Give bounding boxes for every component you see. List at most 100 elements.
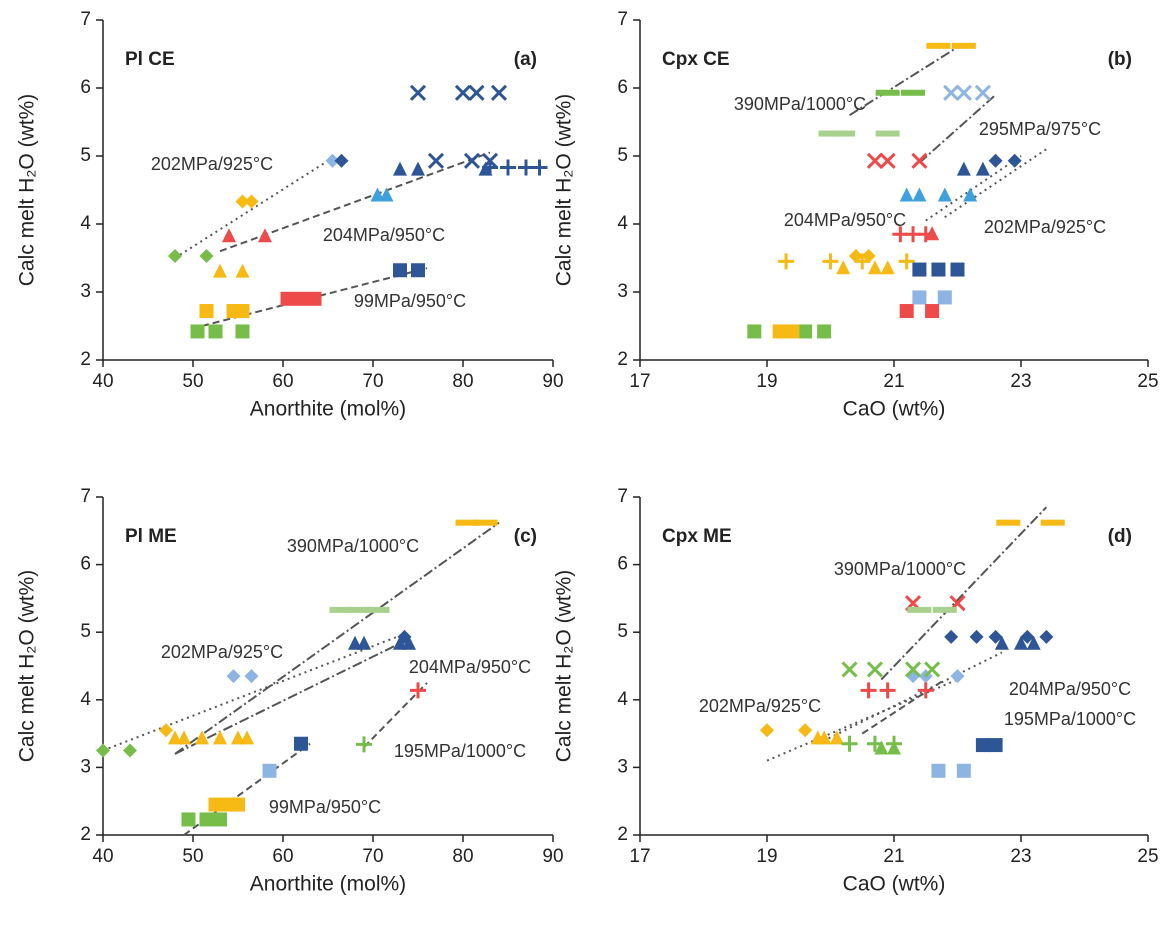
plus-point: [822, 253, 839, 270]
square-point: [925, 304, 940, 319]
x-point: [955, 84, 972, 101]
x-tick-label: 25: [1137, 371, 1158, 392]
square-point: [950, 262, 965, 277]
triangle-point: [177, 730, 191, 745]
x-point: [468, 84, 485, 101]
x-tick-label: 17: [629, 846, 650, 867]
x-tick-label: 60: [272, 371, 293, 392]
x-tick-label: 70: [362, 846, 383, 867]
x-tick-label: 80: [452, 846, 473, 867]
trend-label: 390MPa/1000°C: [734, 94, 866, 114]
plus-point: [917, 682, 934, 699]
plus-point: [778, 253, 795, 270]
trend-label: 390MPa/1000°C: [834, 559, 966, 579]
square-point: [931, 262, 946, 277]
bar-point: [347, 606, 372, 613]
diamond-point: [226, 669, 241, 684]
trend-label: 99MPa/950°C: [269, 797, 381, 817]
x-point: [490, 84, 508, 101]
plus-point: [531, 159, 548, 176]
trend-line: [363, 682, 428, 748]
triangle-point: [829, 730, 844, 745]
panel-letter: (d): [1108, 526, 1132, 547]
y-tick-label: 5: [617, 621, 628, 642]
x-point: [924, 661, 941, 678]
diamond-point: [244, 194, 259, 209]
trend-label: 99MPa/950°C: [354, 291, 466, 311]
bar-point: [907, 606, 932, 613]
diamond-point: [969, 629, 984, 644]
diamond-point: [988, 153, 1003, 168]
x-tick-label: 50: [182, 846, 203, 867]
x-axis-label: Anorthite (mol%): [250, 398, 406, 421]
x-point: [904, 661, 922, 678]
y-tick-label: 6: [80, 77, 91, 98]
x-tick-label: 90: [542, 371, 563, 392]
bar-point: [365, 606, 390, 613]
panel-label: Cpx ME: [662, 526, 732, 547]
square-point: [747, 324, 762, 339]
bar-point: [329, 606, 354, 613]
trend-label: 204MPa/950°C: [784, 210, 906, 230]
x-tick-label: 19: [756, 846, 777, 867]
trend-line: [925, 155, 1022, 222]
square-point: [213, 812, 227, 827]
square-point: [411, 263, 425, 278]
x-tick-label: 60: [272, 846, 293, 867]
square-point: [393, 263, 407, 278]
y-tick-label: 2: [617, 824, 628, 845]
triangle-point: [393, 635, 407, 650]
y-tick-label: 7: [80, 486, 91, 507]
trend-label: 295MPa/975°C: [979, 119, 1101, 139]
triangle-point: [379, 187, 394, 202]
triangle-point: [887, 740, 901, 755]
x-axis-label: CaO (wt%): [843, 873, 946, 896]
x-tick-label: 40: [92, 371, 113, 392]
square-point: [912, 262, 927, 277]
x-point: [409, 84, 427, 101]
square-point: [235, 324, 250, 339]
bar-point: [875, 89, 900, 96]
y-tick-label: 4: [80, 213, 91, 234]
diamond-point: [760, 723, 774, 738]
y-axis-label: Calc melt H₂O (wt%): [16, 94, 39, 287]
square-point: [235, 304, 250, 319]
y-axis-label: Calc melt H₂O (wt%): [553, 570, 576, 763]
y-axis-label: Calc melt H₂O (wt%): [16, 570, 39, 763]
triangle-point: [393, 161, 407, 176]
bar-point: [1040, 519, 1065, 526]
x-tick-label: 17: [629, 371, 650, 392]
trend-line: [861, 678, 946, 735]
square-point: [208, 324, 223, 339]
panel-letter: (c): [514, 526, 537, 547]
bar-point: [926, 42, 951, 49]
triangle-point: [994, 635, 1009, 650]
triangle-point: [880, 260, 895, 275]
trend-label: 195MPa/1000°C: [1004, 709, 1136, 729]
x-tick-label: 50: [182, 371, 203, 392]
bar-point: [831, 130, 856, 137]
panel-letter: (b): [1108, 49, 1132, 70]
square-point: [798, 324, 813, 339]
x-point: [427, 152, 445, 169]
y-tick-label: 4: [80, 689, 91, 710]
triangle-point: [925, 226, 940, 241]
trend-line: [766, 678, 958, 762]
y-tick-label: 7: [80, 9, 91, 30]
x-point: [866, 661, 884, 678]
trend-line: [174, 638, 410, 755]
diamond-point: [235, 194, 250, 209]
diamond-point: [950, 669, 965, 684]
x-tick-label: 19: [756, 371, 777, 392]
y-tick-label: 6: [617, 554, 628, 575]
x-point: [866, 152, 884, 169]
triangle-point: [348, 635, 362, 650]
y-tick-label: 2: [80, 824, 91, 845]
triangle-point: [478, 161, 493, 176]
x-point: [463, 152, 481, 169]
trend-label: 204MPa/950°C: [323, 225, 445, 245]
y-tick-label: 3: [617, 756, 628, 777]
triangle-point: [867, 260, 882, 275]
y-tick-label: 5: [80, 621, 91, 642]
x-tick-label: 21: [883, 846, 904, 867]
